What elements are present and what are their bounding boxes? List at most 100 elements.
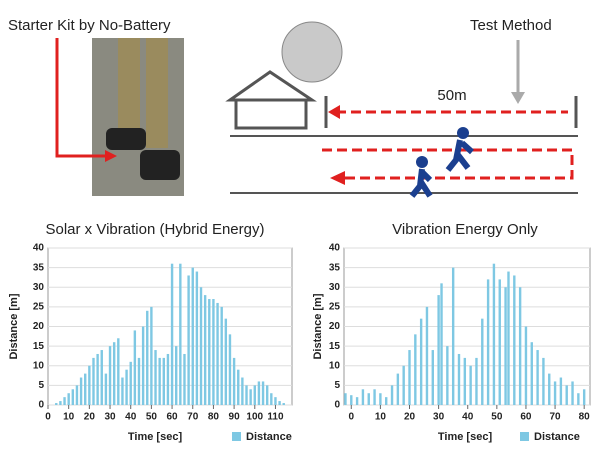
bar (121, 377, 124, 405)
bar (361, 389, 365, 405)
x-tick-label: 50 (146, 412, 158, 423)
x-tick-label: 70 (550, 412, 562, 423)
bar (504, 287, 507, 405)
bar (577, 393, 580, 405)
bar (451, 267, 455, 405)
y-axis-label: Distance [m] (312, 293, 324, 359)
bar (402, 365, 405, 405)
bar (166, 353, 170, 405)
bar (350, 395, 353, 405)
bar (481, 318, 484, 405)
shoe (106, 128, 146, 150)
y-tick-label: 25 (329, 302, 341, 313)
x-tick-label: 110 (267, 412, 284, 423)
path-arrow (322, 148, 574, 180)
bar (542, 357, 545, 405)
shoe (140, 150, 180, 180)
bar (245, 385, 248, 405)
bar (507, 271, 510, 405)
x-tick-label: 20 (404, 412, 416, 423)
bar (344, 393, 347, 405)
x-tick-label: 60 (520, 412, 532, 423)
bar (565, 385, 568, 405)
bar (187, 275, 190, 405)
bar (137, 357, 141, 405)
leg (146, 38, 168, 148)
walker (457, 127, 469, 139)
y-tick-label: 5 (334, 380, 340, 391)
bar (249, 389, 252, 405)
bar (108, 346, 112, 405)
x-tick-label: 40 (125, 412, 137, 423)
bar (133, 330, 137, 405)
bar (179, 263, 182, 405)
y-tick-label: 5 (38, 380, 44, 391)
pointer (55, 38, 105, 158)
bar (518, 287, 522, 405)
bar (216, 302, 219, 405)
bar (457, 353, 461, 405)
bar (385, 397, 388, 405)
bar (125, 369, 128, 405)
bar (208, 299, 211, 405)
legend-swatch (520, 432, 529, 441)
x-tick-label: 10 (63, 412, 75, 423)
chart-title: Solar x Vibration (Hybrid Energy) (46, 221, 265, 238)
bar (469, 365, 472, 405)
legend-label: Distance (246, 431, 292, 443)
bar (355, 397, 359, 405)
portrait (281, 21, 343, 83)
bar (571, 381, 574, 405)
bar (92, 357, 95, 405)
bar (492, 263, 496, 405)
y-tick-label: 25 (33, 302, 45, 313)
bar (175, 346, 178, 405)
x-axis-label: Time [sec] (438, 431, 493, 443)
bar (486, 279, 490, 405)
bar (67, 393, 70, 405)
bar (390, 385, 394, 405)
bar (84, 373, 87, 405)
bar (75, 385, 79, 405)
bar (146, 310, 149, 405)
bar (270, 393, 273, 405)
bar (224, 318, 228, 405)
bar (367, 393, 370, 405)
bar (253, 385, 256, 405)
bar (154, 350, 157, 405)
y-tick-label: 30 (329, 282, 341, 293)
x-tick-label: 0 (45, 412, 51, 423)
kit-label: Starter Kit by No-Battery (8, 17, 171, 34)
bar (530, 342, 533, 405)
bar (536, 350, 539, 405)
bar (548, 373, 551, 405)
chart-title: Vibration Energy Only (392, 221, 538, 238)
x-tick-label: 60 (167, 412, 179, 423)
bar (79, 377, 83, 405)
x-tick-label: 30 (104, 412, 116, 423)
arrowhead (105, 150, 117, 162)
bar (513, 275, 516, 405)
bar (524, 326, 528, 405)
x-tick-label: 0 (348, 412, 354, 423)
x-tick-label: 50 (491, 412, 503, 423)
walker (409, 168, 433, 198)
x-tick-label: 90 (229, 412, 241, 423)
legend-swatch (232, 432, 241, 441)
bar (261, 381, 265, 405)
bar (158, 357, 161, 405)
x-tick-label: 100 (246, 412, 263, 423)
x-axis-label: Time [sec] (128, 431, 183, 443)
bar (170, 263, 174, 405)
bar (475, 357, 478, 405)
bar (162, 357, 165, 405)
bar (265, 385, 269, 405)
distance-label: 50m (437, 87, 466, 104)
bar (498, 279, 501, 405)
bar (129, 361, 132, 405)
bar (191, 267, 194, 405)
bar (220, 306, 223, 405)
x-tick-label: 80 (579, 412, 591, 423)
bar (117, 338, 120, 405)
